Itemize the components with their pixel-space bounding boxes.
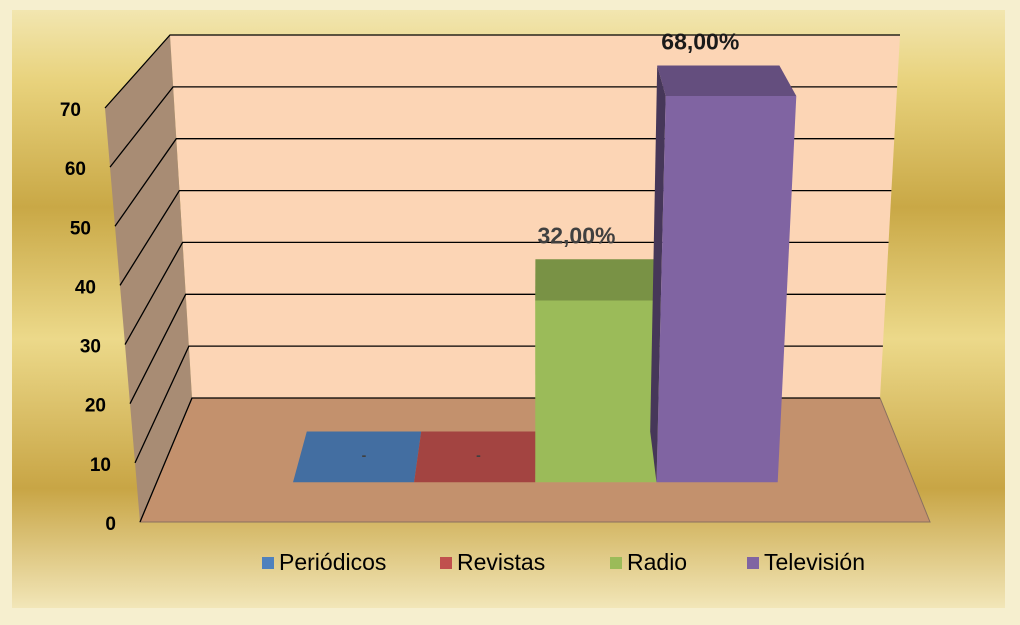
y-tick-label: 40 bbox=[75, 277, 96, 298]
legend-swatch bbox=[262, 557, 274, 569]
value-label: 68,00% bbox=[661, 29, 739, 55]
grid-line bbox=[119, 189, 892, 286]
bar-side bbox=[650, 65, 666, 483]
y-tick-label: 10 bbox=[90, 455, 111, 476]
bar-top bbox=[293, 431, 422, 483]
grid-line bbox=[104, 34, 900, 109]
y-tick-label: 60 bbox=[65, 159, 86, 180]
legend-swatch bbox=[440, 557, 452, 569]
y-tick-label: 0 bbox=[105, 514, 116, 535]
legend-label: Televisión bbox=[764, 549, 865, 575]
bar-top bbox=[535, 259, 661, 301]
bar-front bbox=[535, 300, 661, 483]
y-tick-label: 70 bbox=[60, 100, 81, 121]
value-label: 32,00% bbox=[537, 222, 615, 248]
legend-label: Radio bbox=[627, 549, 687, 575]
side-wall bbox=[105, 35, 192, 522]
value-label: - bbox=[476, 447, 481, 463]
y-tick-label: 20 bbox=[85, 396, 106, 417]
grid-line bbox=[109, 86, 898, 168]
bar-top bbox=[414, 431, 536, 483]
grid-line bbox=[124, 241, 889, 345]
value-label: - bbox=[362, 447, 367, 463]
y-tick-label: 30 bbox=[80, 337, 101, 358]
y-tick-label: 50 bbox=[70, 218, 91, 239]
legend-swatch bbox=[610, 557, 622, 569]
legend-label: Revistas bbox=[457, 549, 545, 575]
legend-swatch bbox=[747, 557, 759, 569]
legend-label: Periódicos bbox=[279, 549, 386, 575]
grid-line bbox=[114, 138, 895, 227]
bar-front bbox=[656, 96, 797, 483]
bar-top bbox=[657, 65, 797, 96]
